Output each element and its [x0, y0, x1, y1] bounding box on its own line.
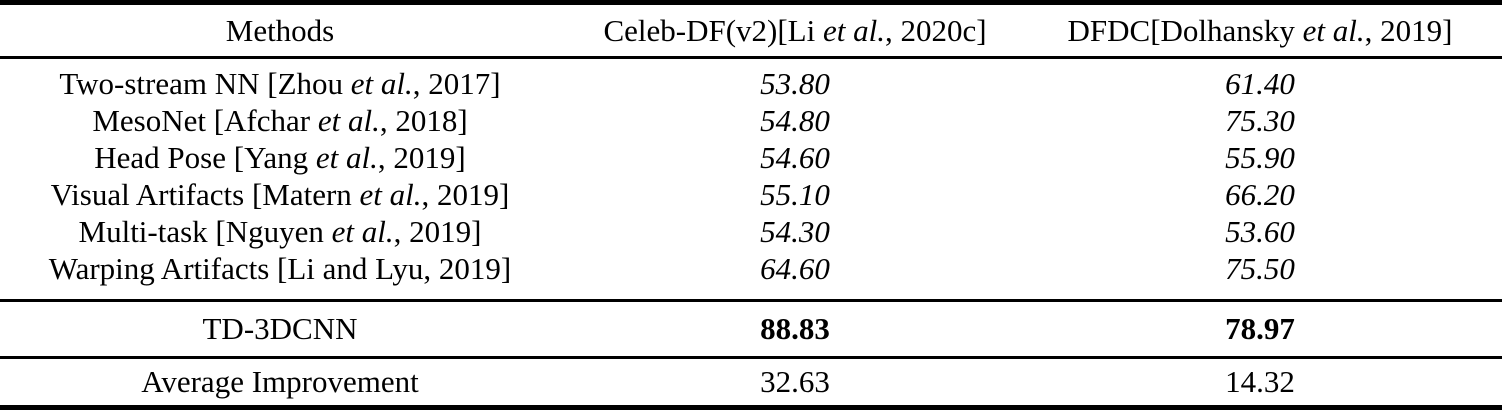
celebdf-value: 55.10 — [760, 176, 830, 212]
method-row-head-pose: Head Pose [Yang et al., 2019] 54.60 55.9… — [0, 139, 1502, 176]
col-header-celebdf-post: , 2020c] — [884, 12, 987, 48]
method-cite-year: , 2019] — [421, 176, 510, 212]
method-row-two-stream-nn: Two-stream NN [Zhou et al., 2017] 53.80 … — [0, 58, 1502, 103]
col-header-dfdc-etal: et al. — [1302, 12, 1365, 48]
celebdf-value: 64.60 — [760, 250, 830, 286]
dfdc-value: 66.20 — [1225, 176, 1295, 212]
method-name: Multi-task [Nguyen — [78, 213, 332, 249]
proposed-method-section: TD-3DCNN 88.83 78.97 — [0, 299, 1502, 359]
baseline-methods-section: Two-stream NN [Zhou et al., 2017] 53.80 … — [0, 58, 1502, 301]
method-etal: et al. — [359, 176, 422, 212]
celebdf-value: 54.30 — [760, 213, 830, 249]
method-cell: Multi-task [Nguyen et al., 2019] — [0, 213, 545, 250]
method-etal: et al. — [350, 65, 413, 101]
header-row: Methods Celeb-DF(v2)[Li et al., 2020c] D… — [0, 0, 1502, 59]
col-header-celebdf: Celeb-DF(v2)[Li et al., 2020c] — [545, 0, 1045, 59]
average-improvement-section: Average Improvement 32.63 14.32 — [0, 357, 1502, 410]
dfdc-value: 55.90 — [1225, 139, 1295, 175]
dfdc-value: 75.50 — [1225, 250, 1295, 286]
col-header-celebdf-pre: Celeb-DF(v2)[Li — [603, 12, 823, 48]
dfdc-value: 75.30 — [1225, 102, 1295, 138]
method-cell: Two-stream NN [Zhou et al., 2017] — [0, 58, 545, 103]
method-cite-year: , 2017] — [412, 65, 501, 101]
dfdc-value: 61.40 — [1225, 65, 1295, 101]
dfdc-value: 78.97 — [1045, 299, 1502, 359]
method-name: Head Pose [Yang — [94, 139, 316, 175]
method-cite-year: , 2018] — [379, 102, 468, 138]
method-name: MesoNet [Afchar — [92, 102, 318, 138]
dfdc-value: 53.60 — [1225, 213, 1295, 249]
dfdc-value: 14.32 — [1045, 357, 1502, 410]
method-name: Visual Artifacts [Matern — [50, 176, 360, 212]
method-etal: et al. — [315, 139, 378, 175]
celebdf-value: 54.60 — [760, 139, 830, 175]
method-etal: et al. — [331, 213, 394, 249]
method-name: Two-stream NN [Zhou — [59, 65, 351, 101]
col-header-celebdf-etal: et al. — [822, 12, 885, 48]
method-etal: et al. — [317, 102, 380, 138]
celebdf-value: 88.83 — [545, 299, 1045, 359]
method-cell: Average Improvement — [0, 357, 545, 410]
method-cell: Head Pose [Yang et al., 2019] — [0, 139, 545, 176]
method-cell: Visual Artifacts [Matern et al., 2019] — [0, 176, 545, 213]
average-improvement-row: Average Improvement 32.63 14.32 — [0, 357, 1502, 410]
method-row-warping-artifacts: Warping Artifacts [Li and Lyu, 2019] 64.… — [0, 250, 1502, 301]
table-header: Methods Celeb-DF(v2)[Li et al., 2020c] D… — [0, 0, 1502, 59]
method-cell: MesoNet [Afchar et al., 2018] — [0, 102, 545, 139]
col-header-dfdc: DFDC[Dolhansky et al., 2019] — [1045, 0, 1502, 59]
col-header-dfdc-post: , 2019] — [1364, 12, 1453, 48]
method-row-multi-task: Multi-task [Nguyen et al., 2019] 54.30 5… — [0, 213, 1502, 250]
method-cite-year: , 2019] — [393, 213, 482, 249]
method-name: Warping Artifacts [Li and Lyu, 2019] — [48, 250, 512, 286]
method-row-mesonet: MesoNet [Afchar et al., 2018] 54.80 75.3… — [0, 102, 1502, 139]
celebdf-value: 54.80 — [760, 102, 830, 138]
method-cell: Warping Artifacts [Li and Lyu, 2019] — [0, 250, 545, 301]
method-cell: TD-3DCNN — [0, 299, 545, 359]
col-header-methods: Methods — [0, 0, 545, 59]
celebdf-value: 53.80 — [760, 65, 830, 101]
col-header-dfdc-pre: DFDC[Dolhansky — [1067, 12, 1303, 48]
td3dcnn-row: TD-3DCNN 88.83 78.97 — [0, 299, 1502, 359]
method-cite-year: , 2019] — [377, 139, 466, 175]
celebdf-value: 32.63 — [545, 357, 1045, 410]
results-table: Methods Celeb-DF(v2)[Li et al., 2020c] D… — [0, 0, 1502, 410]
method-row-visual-artifacts: Visual Artifacts [Matern et al., 2019] 5… — [0, 176, 1502, 213]
